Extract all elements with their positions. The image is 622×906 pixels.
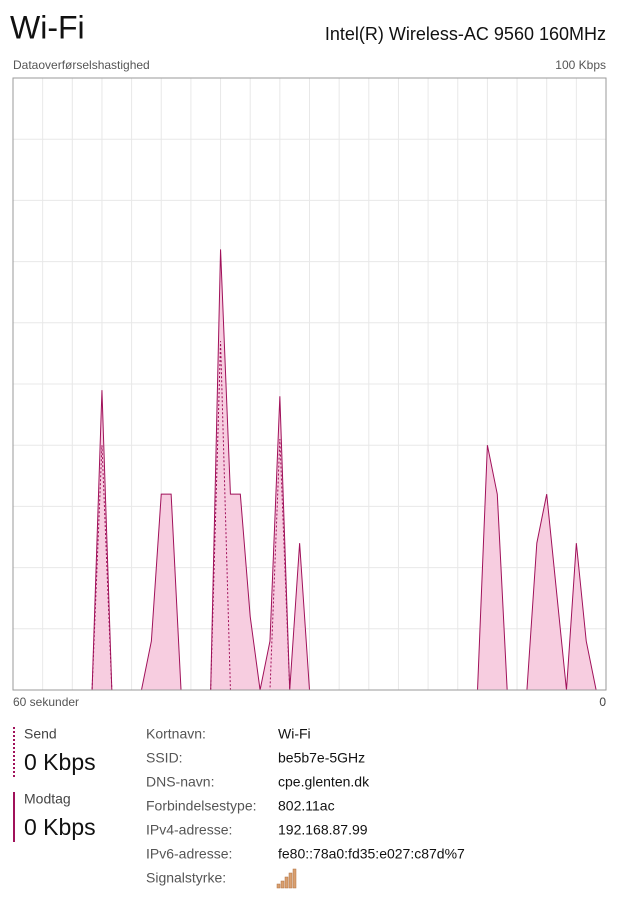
- plot-border: [12, 77, 607, 691]
- property-label: DNS-navn:: [146, 774, 214, 790]
- plot: [13, 78, 606, 691]
- property-label: IPv6-adresse:: [146, 846, 232, 862]
- property-label: IPv4-adresse:: [146, 822, 232, 838]
- panel-title: Wi-Fi: [10, 9, 85, 45]
- property-label: Signalstyrke:: [146, 870, 226, 886]
- property-value: cpe.glenten.dk: [278, 774, 370, 790]
- property-label: SSID:: [146, 750, 183, 766]
- legend-receive: Modtag: [24, 791, 71, 807]
- x-tick-label: 60 sekunder: [13, 695, 79, 709]
- chart-title: Dataoverførselshastighed: [13, 58, 150, 72]
- legend-send: Send: [24, 726, 57, 742]
- property-value: 192.168.87.99: [278, 822, 368, 838]
- property-value: fe80::78a0:fd35:e027:c87d%7: [278, 846, 465, 862]
- property-value: Wi-Fi: [278, 726, 311, 742]
- send-rate: 0 Kbps: [24, 749, 96, 775]
- y-tick-label: 100 Kbps: [555, 58, 606, 72]
- signal-icon: [276, 868, 297, 889]
- x-tick-label: 0: [599, 695, 606, 709]
- property-label: Forbindelsestype:: [146, 798, 257, 814]
- property-label: Kortnavn:: [146, 726, 206, 742]
- adapter-name: Intel(R) Wireless-AC 9560 160MHz: [325, 24, 606, 44]
- property-value: be5b7e-5GHz: [278, 750, 365, 766]
- y-tick-label: 0: [599, 695, 606, 709]
- property-value: 802.11ac: [278, 798, 335, 814]
- receive-rate: 0 Kbps: [24, 814, 96, 840]
